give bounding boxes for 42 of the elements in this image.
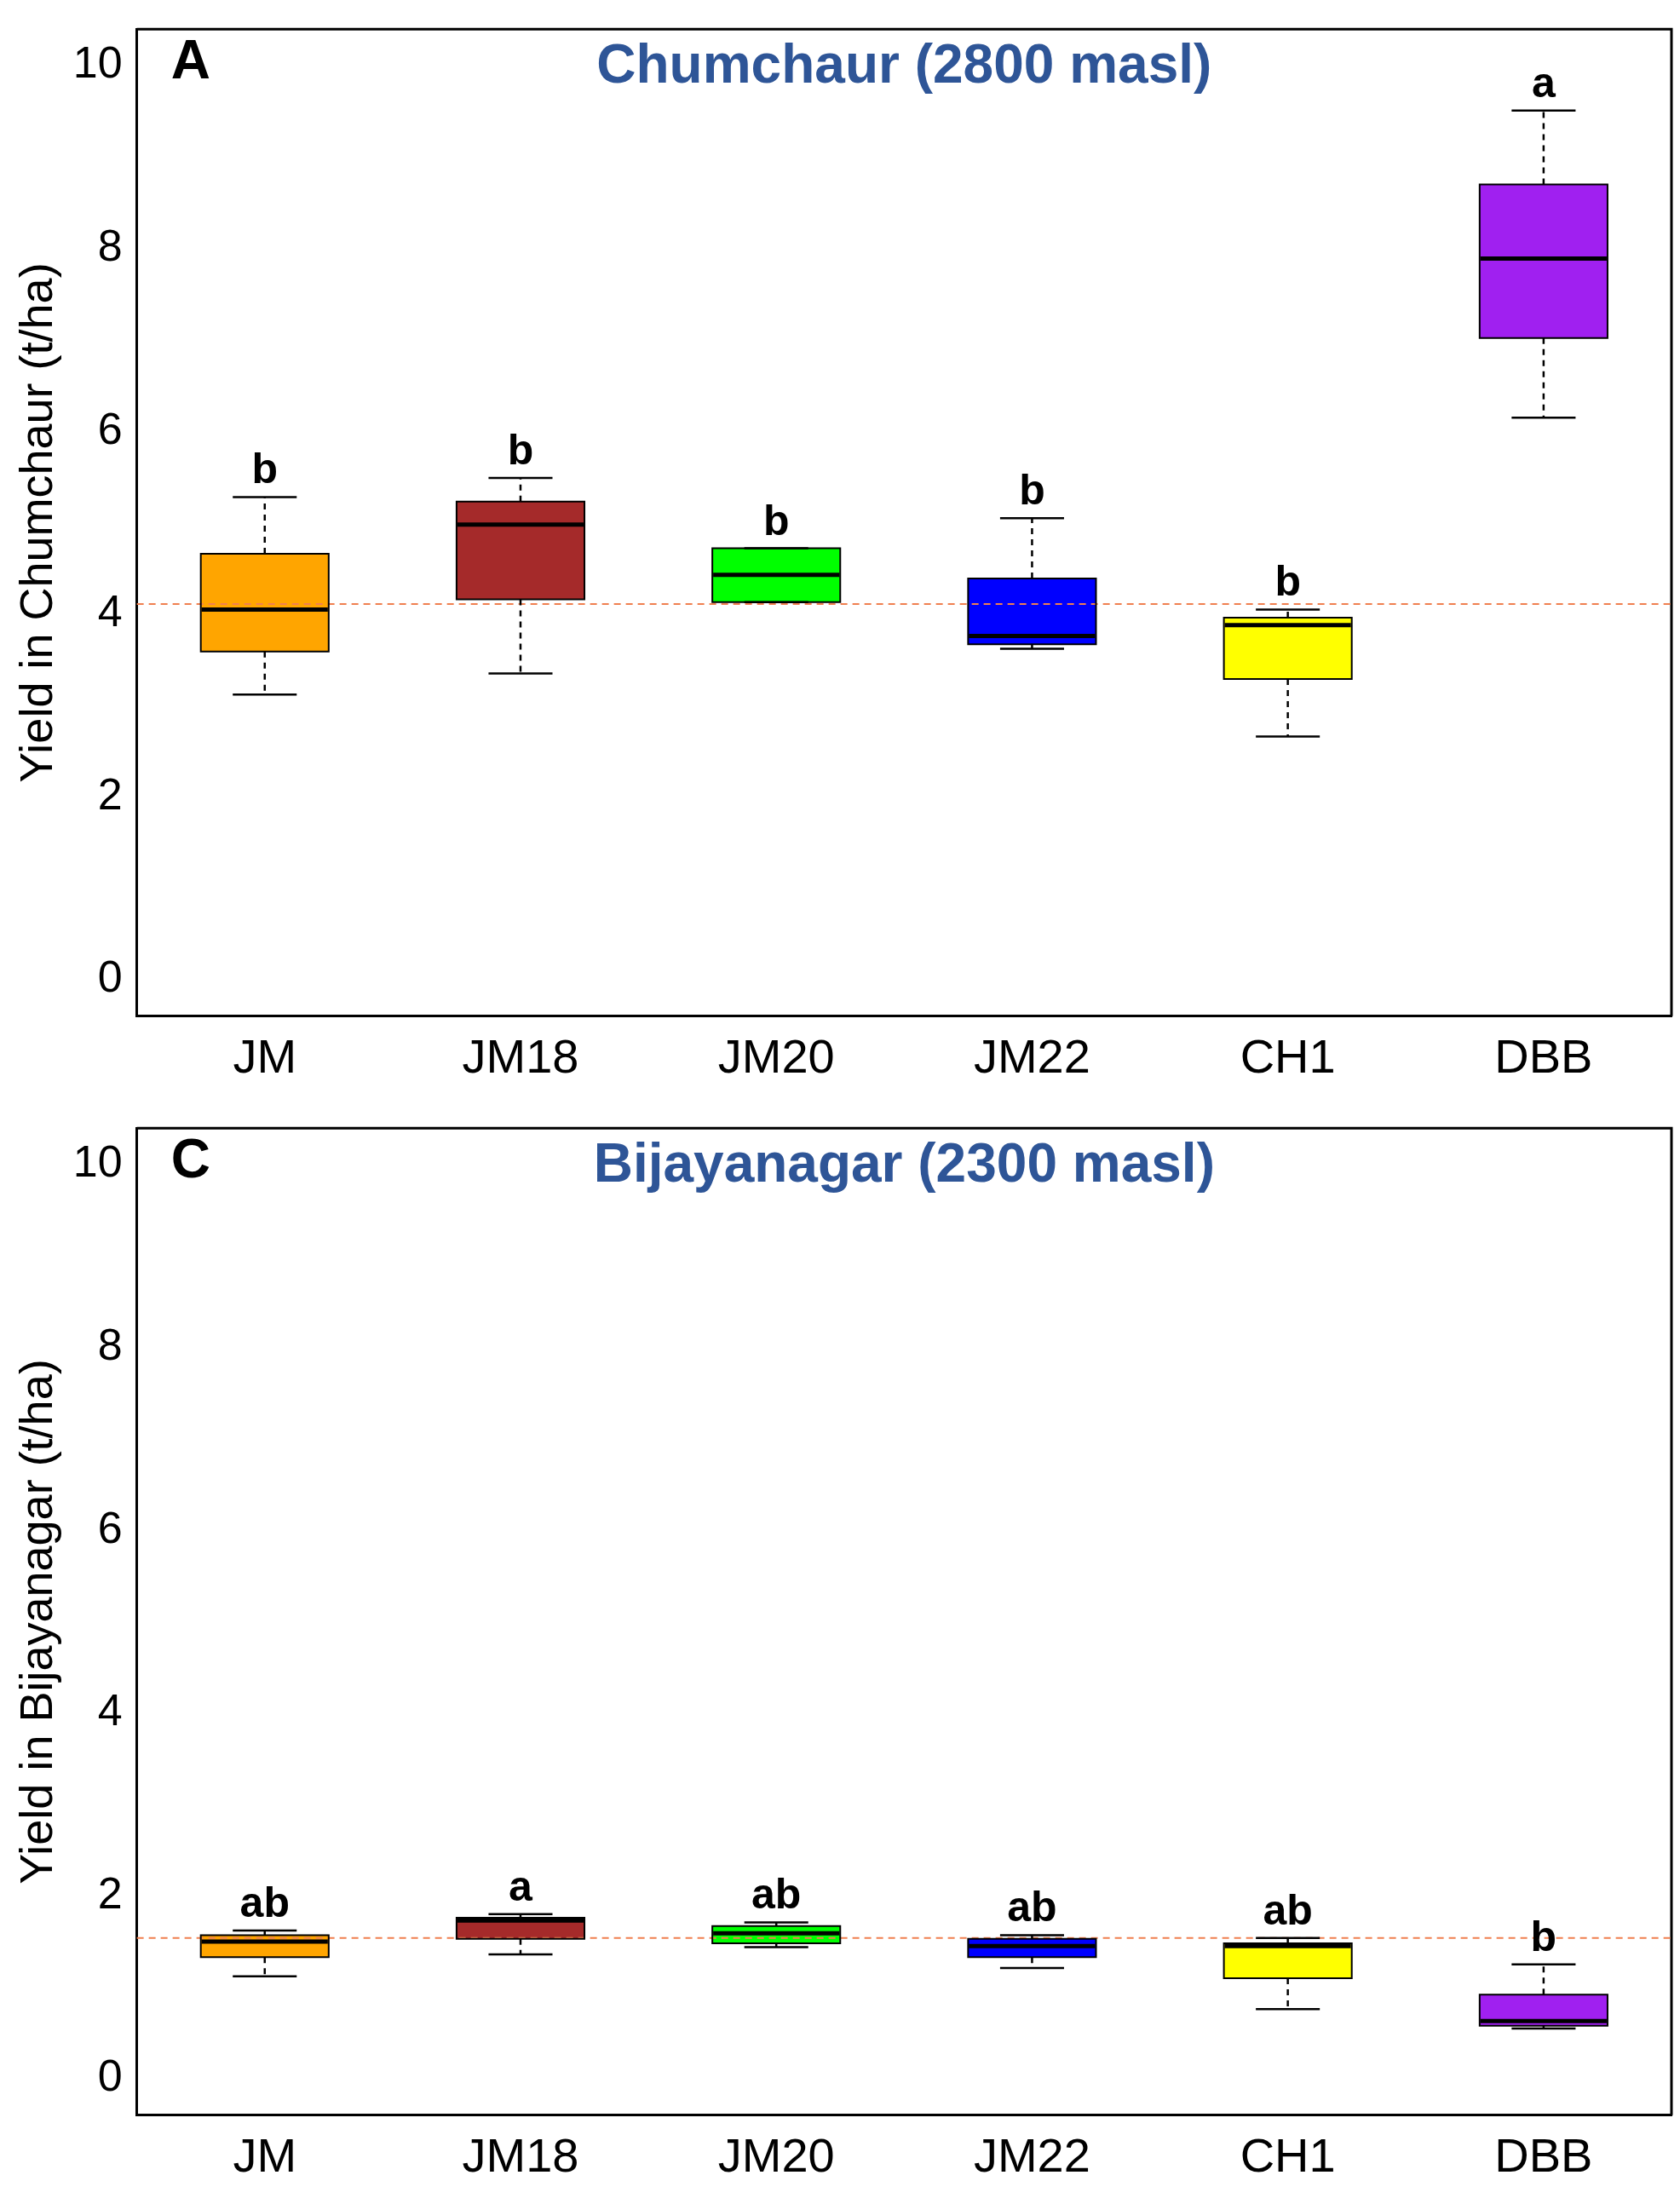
annotation: b (507, 425, 534, 474)
y-tick-label: 0 (97, 952, 123, 1002)
annotation: ab (239, 1879, 290, 1927)
x-tick-label: JM20 (717, 1028, 835, 1083)
y-tick-label: 2 (97, 1867, 123, 1918)
y-tick-label: 2 (97, 768, 123, 819)
y-tick-label: 4 (97, 586, 123, 636)
x-tick-label: JM (233, 2127, 297, 2182)
chart-title: Chumchaur (2800 masl) (596, 32, 1212, 95)
annotation: b (1274, 557, 1301, 606)
y-tick-label: 0 (97, 2051, 123, 2101)
x-tick-label: JM22 (973, 2127, 1090, 2182)
x-tick-label: CH1 (1240, 1028, 1336, 1083)
annotation: b (762, 496, 790, 544)
annotation: ab (751, 1870, 802, 1919)
y-tick-label: 6 (97, 1502, 123, 1552)
annotation: ab (1007, 1883, 1057, 1931)
annotation: A (170, 28, 210, 90)
y-tick-label: 8 (97, 1320, 123, 1370)
annotation: b (251, 445, 279, 493)
annotation: C (170, 1127, 210, 1189)
y-tick-label: 6 (97, 403, 123, 453)
annotation: b (1019, 466, 1045, 515)
x-tick-label: CH1 (1240, 2127, 1336, 2182)
y-tick-label: 4 (97, 1685, 123, 1735)
annotation: a (509, 1862, 534, 1910)
y-axis-title: Yield in Chumchaur (t/ha) (10, 262, 62, 783)
annotation: b (1530, 1912, 1557, 1960)
y-tick-label: 10 (72, 37, 123, 88)
x-tick-label: JM22 (973, 1028, 1090, 1083)
chart-title: Bijayanagar (2300 masl) (593, 1131, 1215, 1194)
x-tick-label: JM20 (717, 2127, 835, 2182)
x-tick-label: JM18 (462, 2127, 579, 2182)
y-tick-label: 10 (72, 1137, 123, 1187)
x-tick-label: JM18 (462, 1028, 579, 1083)
x-tick-label: DBB (1494, 1028, 1593, 1083)
annotation: a (1531, 58, 1556, 106)
x-tick-label: JM (233, 1028, 297, 1083)
y-tick-label: 8 (97, 221, 123, 271)
x-tick-label: DBB (1494, 2127, 1593, 2182)
annotation: ab (1263, 1885, 1313, 1934)
y-axis-title: Yield in Bijayanagar (t/ha) (10, 1359, 62, 1885)
